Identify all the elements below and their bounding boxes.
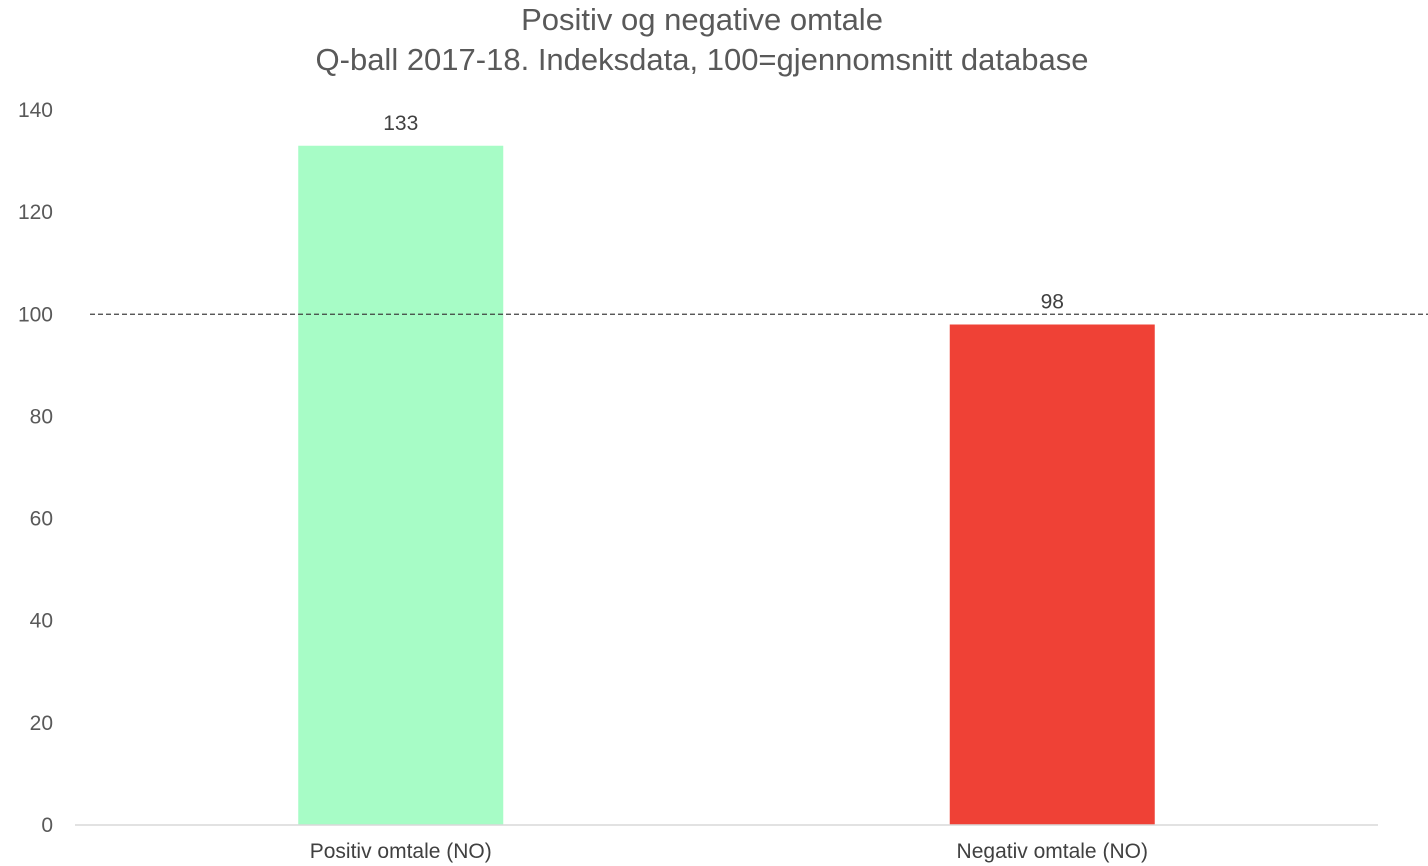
bar-negativ: [949, 324, 1155, 825]
y-tick-label: 60: [30, 508, 53, 531]
chart-subtitle: Q-ball 2017-18. Indeksdata, 100=gjennoms…: [316, 42, 1089, 77]
data-label: 133: [383, 112, 418, 135]
x-category-label: Negativ omtale (NO): [957, 840, 1148, 863]
bars: 133 98: [298, 112, 1155, 825]
data-label: 98: [1041, 291, 1064, 314]
y-tick-label: 80: [30, 405, 53, 428]
y-tick-label: 120: [18, 201, 53, 224]
y-axis-ticks: 0 20 40 60 80 100 120 140: [18, 99, 53, 837]
x-axis-labels: Positiv omtale (NO) Negativ omtale (NO): [310, 840, 1148, 863]
chart-title: Positiv og negative omtale: [521, 2, 883, 37]
y-tick-label: 40: [30, 610, 53, 633]
y-tick-label: 140: [18, 99, 53, 122]
x-category-label: Positiv omtale (NO): [310, 840, 492, 863]
y-tick-label: 20: [30, 712, 53, 735]
y-tick-label: 100: [18, 303, 53, 326]
y-tick-label: 0: [41, 814, 53, 837]
bar-positiv: [298, 145, 504, 825]
